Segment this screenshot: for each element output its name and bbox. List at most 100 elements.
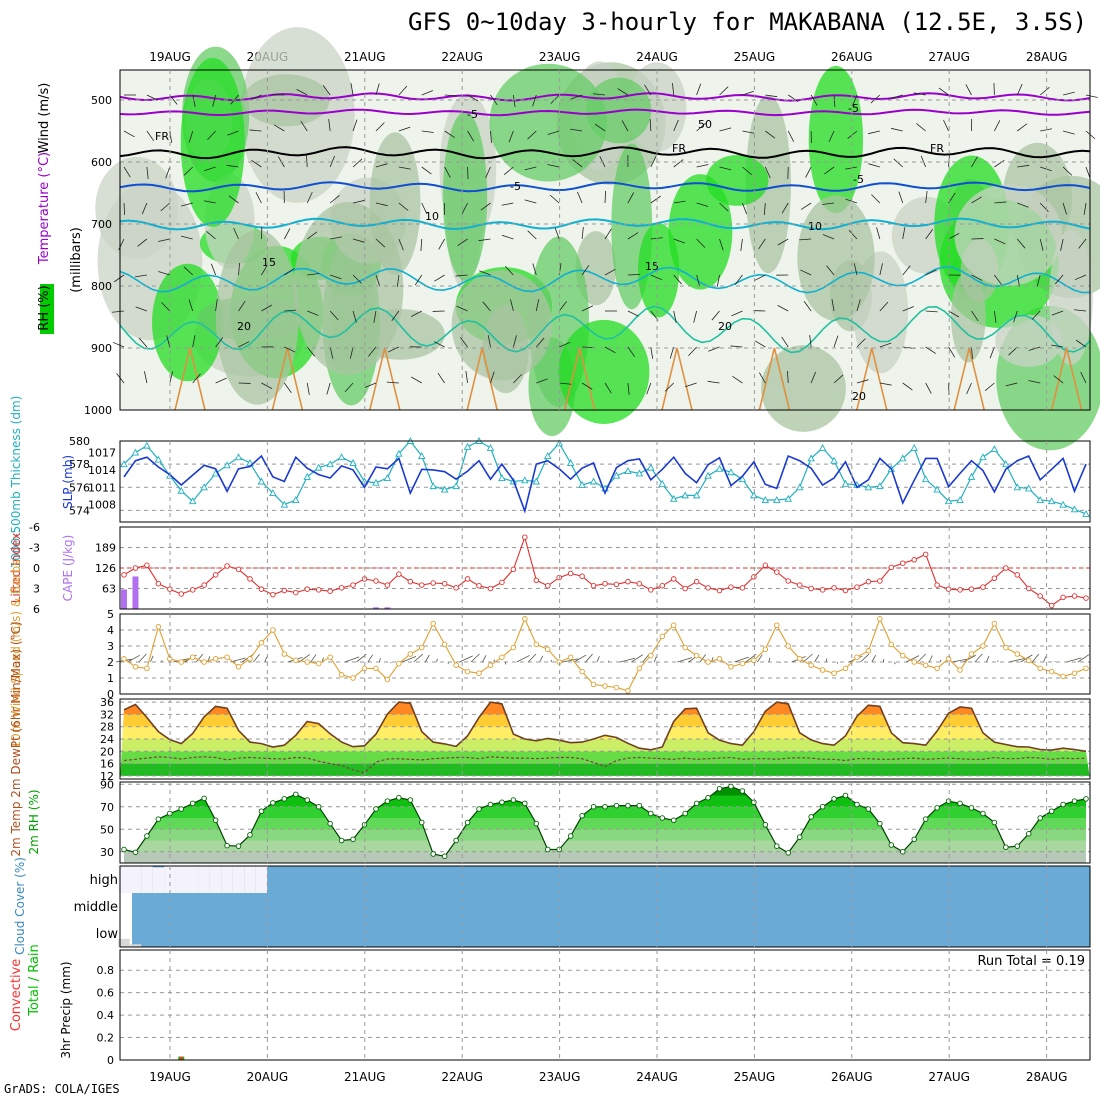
isotherm-label: FR	[930, 142, 944, 155]
wind-barb	[868, 130, 880, 135]
wind-barb	[879, 301, 889, 312]
li-point	[739, 585, 746, 591]
li-point	[945, 586, 952, 592]
cape-bar	[121, 589, 127, 609]
wind-barb	[438, 238, 446, 250]
wind-barb	[421, 90, 434, 96]
wind-speed-point	[327, 654, 333, 660]
wind-barb	[938, 87, 949, 96]
rh-panel-frame	[119, 781, 1091, 864]
wind-speed-point	[579, 668, 585, 675]
cape-tick-label: 189	[95, 542, 116, 555]
rh-point	[590, 804, 597, 810]
li-point	[900, 560, 906, 566]
wind-barb-10m	[424, 654, 430, 663]
wind-barb-10m	[585, 653, 593, 663]
wind-barb	[1054, 274, 1064, 285]
wind-barb	[330, 236, 343, 240]
thickness-point	[349, 459, 357, 466]
wind-barb	[627, 346, 636, 358]
li-point	[430, 580, 436, 586]
temp-band	[120, 702, 1090, 715]
wind-barb	[758, 372, 766, 384]
li-point	[831, 585, 837, 591]
wind-barb	[870, 94, 881, 104]
thickness-point	[269, 489, 277, 497]
wind-barb	[833, 335, 839, 348]
wind-barb	[444, 94, 457, 97]
rh-point	[648, 810, 654, 817]
li-point	[1025, 585, 1032, 592]
wind-barb	[696, 274, 701, 287]
wind-barb	[532, 94, 537, 107]
wind-barb	[508, 130, 514, 143]
wind-speed-point	[338, 672, 345, 678]
wind-barb	[554, 227, 560, 240]
rh-point	[602, 804, 608, 810]
wind-barb-10m	[768, 657, 771, 663]
wind-barb	[740, 238, 743, 251]
wind-barb-10m	[757, 654, 763, 663]
li-point	[235, 566, 242, 573]
wind-barb	[1062, 130, 1075, 135]
wind-barb-10m	[860, 653, 870, 663]
wind-barb-10m	[127, 654, 141, 663]
li-point	[419, 582, 425, 588]
cloud-row-label: low	[96, 927, 119, 942]
rh-point	[235, 843, 242, 849]
wind-barb	[1017, 123, 1028, 132]
rh-point	[544, 846, 551, 853]
wind-barb	[547, 130, 560, 135]
wind-barb	[925, 229, 934, 240]
wind-barb	[524, 166, 537, 171]
li-point	[327, 588, 333, 594]
thickness-point	[223, 461, 231, 469]
pressure-tick-label: 600	[91, 156, 112, 169]
wind-barb	[1085, 94, 1098, 98]
pressure-units-label: (millibars)	[69, 227, 84, 293]
li-point	[178, 591, 185, 597]
thickness-point	[1024, 484, 1033, 492]
temp-tick-label: 32	[100, 708, 114, 721]
wind-barb	[1017, 202, 1029, 208]
li-point	[888, 564, 895, 571]
cape-bar	[384, 607, 391, 609]
temp-tick-label: 20	[100, 745, 114, 758]
wind-barb	[306, 382, 310, 395]
wind-barb	[238, 341, 250, 348]
chart-title: GFS 0~10day 3-hourly for MAKABANA (12.5E…	[408, 8, 1088, 36]
wind-speed-point	[693, 652, 700, 659]
rh-point	[1037, 815, 1043, 821]
wind-barb-10m	[402, 655, 417, 663]
wind-barb	[1060, 238, 1064, 251]
date-label-bottom: 28AUG	[1026, 1070, 1068, 1084]
li-point	[350, 582, 356, 588]
rh-shading-blob	[797, 195, 875, 321]
li-point	[1048, 602, 1055, 609]
wind-speed-point	[132, 664, 139, 670]
wind-barb	[457, 238, 468, 247]
li-point	[441, 580, 448, 587]
wind-barb	[421, 202, 428, 215]
wind-speed-point	[670, 622, 677, 628]
rh-point	[636, 802, 643, 809]
wind-barb	[856, 379, 869, 384]
date-label-top: 22AUG	[441, 50, 483, 64]
li-point	[281, 587, 288, 594]
li-point	[476, 583, 482, 589]
rh-point	[121, 846, 127, 853]
wind-barb	[158, 271, 170, 276]
wind-tick-label: 0	[107, 688, 114, 701]
thickness-point	[566, 459, 575, 466]
temp-tick-label: 28	[100, 721, 114, 734]
wind-barb-10m	[149, 655, 154, 663]
wind-barb	[902, 265, 911, 276]
wind-barb	[135, 306, 148, 312]
wind-speed-point	[991, 620, 998, 627]
wind-barb	[188, 299, 194, 312]
slp-axis-label: SLP (mb)	[61, 455, 75, 509]
rh-tick-label: 50	[100, 823, 114, 836]
li-point	[212, 572, 219, 578]
isotherm-20	[119, 305, 1091, 354]
rh-shading-blob	[558, 319, 650, 425]
